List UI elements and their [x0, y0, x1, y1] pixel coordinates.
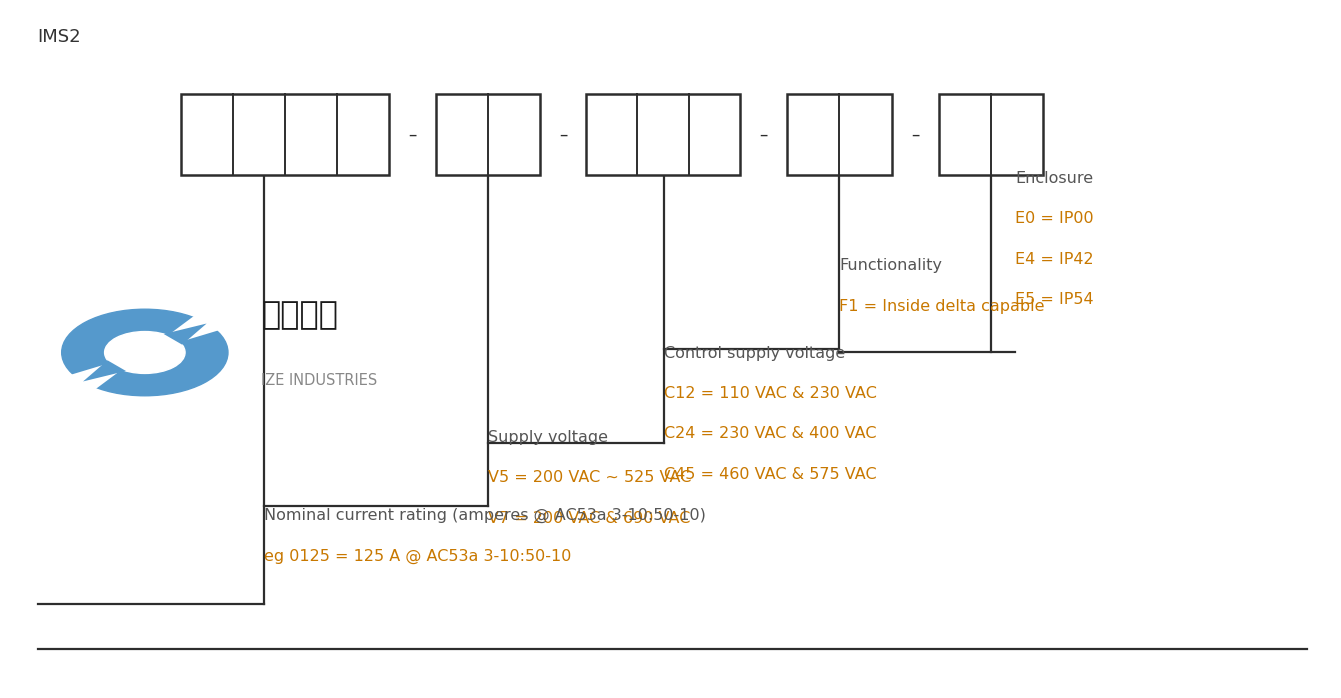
- Text: Supply voltage: Supply voltage: [488, 430, 607, 445]
- Text: eg 0125 = 125 A @ AC53a 3-10:50-10: eg 0125 = 125 A @ AC53a 3-10:50-10: [264, 549, 571, 564]
- Text: IMS2: IMS2: [38, 28, 82, 46]
- Text: Nominal current rating (amperes @ AC53a 3-10:50-10): Nominal current rating (amperes @ AC53a …: [264, 508, 707, 524]
- Polygon shape: [83, 360, 126, 381]
- Wedge shape: [165, 315, 221, 343]
- Bar: [787, 94, 892, 174]
- Text: IZE INDUSTRIES: IZE INDUSTRIES: [261, 373, 378, 388]
- Text: C24 = 230 VAC & 400 VAC: C24 = 230 VAC & 400 VAC: [664, 426, 876, 441]
- Text: E4 = IP42: E4 = IP42: [1015, 252, 1094, 267]
- Text: –: –: [759, 126, 768, 143]
- Polygon shape: [164, 324, 207, 345]
- Text: C12 = 110 VAC & 230 VAC: C12 = 110 VAC & 230 VAC: [664, 386, 877, 401]
- Text: E0 = IP00: E0 = IP00: [1015, 211, 1094, 226]
- Text: –: –: [408, 126, 417, 143]
- Text: Control supply voltage: Control supply voltage: [664, 346, 845, 360]
- Circle shape: [62, 309, 228, 396]
- Text: V7 = 200 VAC & 690 VAC: V7 = 200 VAC & 690 VAC: [488, 511, 691, 526]
- Text: –: –: [559, 126, 567, 143]
- Circle shape: [105, 332, 185, 373]
- Text: Functionality: Functionality: [839, 258, 943, 273]
- Text: Enclosure: Enclosure: [1015, 171, 1093, 186]
- Bar: [436, 94, 540, 174]
- Text: 愛泽工业: 愛泽工业: [261, 300, 338, 331]
- Bar: [181, 94, 389, 174]
- Text: C45 = 460 VAC & 575 VAC: C45 = 460 VAC & 575 VAC: [664, 467, 877, 482]
- Wedge shape: [68, 362, 125, 390]
- Text: F1 = Inside delta capable: F1 = Inside delta capable: [839, 299, 1045, 313]
- Bar: [939, 94, 1043, 174]
- Text: V5 = 200 VAC ~ 525 VAC: V5 = 200 VAC ~ 525 VAC: [488, 470, 692, 485]
- Bar: [586, 94, 740, 174]
- Text: –: –: [911, 126, 920, 143]
- Text: E5 = IP54: E5 = IP54: [1015, 292, 1094, 307]
